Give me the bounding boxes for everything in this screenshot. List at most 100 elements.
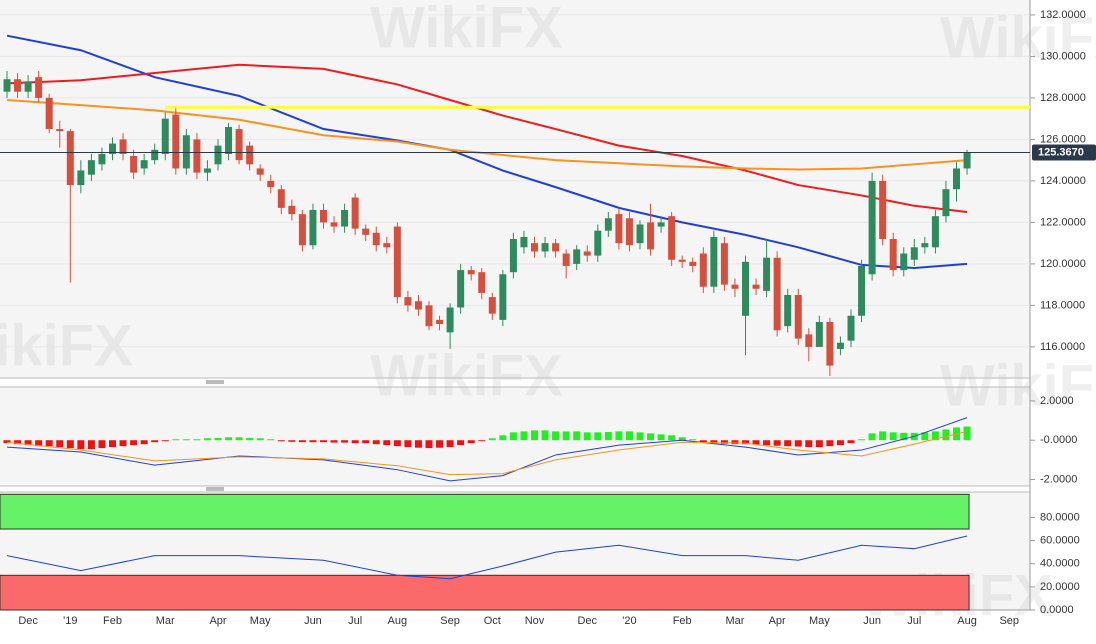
histogram-bar <box>203 438 211 441</box>
histogram-bar <box>847 440 855 444</box>
candle-body <box>109 143 116 154</box>
histogram-bar <box>742 440 749 445</box>
candle-body <box>499 274 507 320</box>
candle-body <box>14 79 22 92</box>
histogram-bar <box>109 440 116 448</box>
candle-body <box>130 156 138 173</box>
line <box>6 430 968 476</box>
histogram-bar <box>256 438 264 441</box>
line <box>6 63 968 214</box>
candle-body <box>742 261 749 316</box>
candle-body <box>330 222 338 227</box>
last-price-label: 125.3670 <box>1038 146 1084 158</box>
candle-body <box>478 272 486 293</box>
x-tick-label: Dec <box>577 615 597 627</box>
histogram-bar <box>351 440 359 444</box>
histogram-bar <box>172 439 180 441</box>
histogram-bar <box>35 440 43 447</box>
candle-body <box>24 81 32 92</box>
candle-body <box>836 342 844 349</box>
candle-body <box>404 297 412 306</box>
histogram-bar <box>942 429 950 441</box>
candle-body <box>678 259 686 262</box>
histogram-bar <box>836 440 844 446</box>
histogram-bar <box>773 440 781 446</box>
histogram-bar <box>288 440 296 442</box>
x-tick-label: Apr <box>209 615 226 627</box>
x-tick-label: Nov <box>525 615 545 627</box>
histogram-bar <box>3 440 11 444</box>
candle-body <box>182 135 190 169</box>
candle-body <box>879 180 887 239</box>
watermarks: WikiFX WikiFX WikiFX WikiFX WikiFX WikiF… <box>0 0 1096 628</box>
histogram-bar <box>77 440 85 450</box>
candle-body <box>731 284 739 289</box>
histogram-bar <box>752 440 760 445</box>
candle-body <box>362 228 370 235</box>
candle-body <box>414 301 422 310</box>
x-tick-label: Aug <box>957 615 977 627</box>
histogram-bar <box>615 431 623 441</box>
histogram-bar <box>425 440 433 449</box>
x-tick-label: May <box>809 615 830 627</box>
candle-body <box>383 243 391 248</box>
candle-body <box>541 243 549 252</box>
candle-body <box>784 295 792 327</box>
histogram-bar <box>720 440 728 444</box>
watermark: WikiFX <box>940 353 1096 418</box>
candle-body <box>552 243 560 252</box>
candle-body <box>858 265 866 316</box>
y-tick-label: 120.0000 <box>1040 258 1086 270</box>
resize-handle[interactable] <box>206 380 224 491</box>
histogram-bar <box>931 431 939 441</box>
histogram-bar <box>393 440 401 447</box>
watermark: WikiFX <box>940 5 1096 70</box>
y-tick-label: 130.0000 <box>1040 50 1086 62</box>
histogram-bar <box>625 431 633 441</box>
y-tick-label: -0.0000 <box>1040 434 1077 446</box>
histogram-bar <box>372 440 380 445</box>
histogram-bar <box>826 440 834 447</box>
candle-body <box>562 253 570 266</box>
candle-body <box>573 249 581 264</box>
histogram-bar <box>45 440 53 447</box>
histogram-bar <box>520 431 528 441</box>
candle-body <box>235 129 243 161</box>
separator <box>0 378 1030 387</box>
candle-body <box>531 243 538 252</box>
histogram-bar <box>130 440 138 446</box>
histogram-bar <box>478 440 486 442</box>
candle-body <box>393 226 401 298</box>
histogram-bar <box>414 440 422 448</box>
line <box>6 535 968 580</box>
histogram-bar <box>214 437 222 441</box>
x-tick-label: Dec <box>18 615 38 627</box>
histogram-bar <box>710 440 718 444</box>
histogram-bar <box>531 430 538 441</box>
histogram-bar <box>604 431 612 441</box>
candle-body <box>351 197 359 229</box>
candle-body <box>320 209 327 223</box>
x-tick-label: Sep <box>440 615 460 627</box>
candle-body <box>847 315 855 341</box>
candle-body <box>720 243 728 285</box>
candle-body <box>488 297 496 314</box>
histogram-bar <box>868 433 876 441</box>
histogram-bar <box>320 440 327 443</box>
candle-body <box>225 126 233 154</box>
histogram-bar <box>341 440 349 443</box>
histogram-bar <box>815 440 823 448</box>
histogram-bar <box>921 432 929 441</box>
separator <box>0 486 1030 492</box>
candle-body <box>826 321 834 366</box>
candle-body <box>246 145 254 165</box>
x-tick-label: May <box>250 615 271 627</box>
histogram-bar <box>573 431 581 441</box>
candle-body <box>763 257 771 291</box>
watermark: WikiFX <box>0 313 133 378</box>
candle-body <box>910 247 918 260</box>
histogram-bar <box>784 440 792 447</box>
candle-body <box>77 170 85 186</box>
histogram-bar <box>889 432 897 441</box>
